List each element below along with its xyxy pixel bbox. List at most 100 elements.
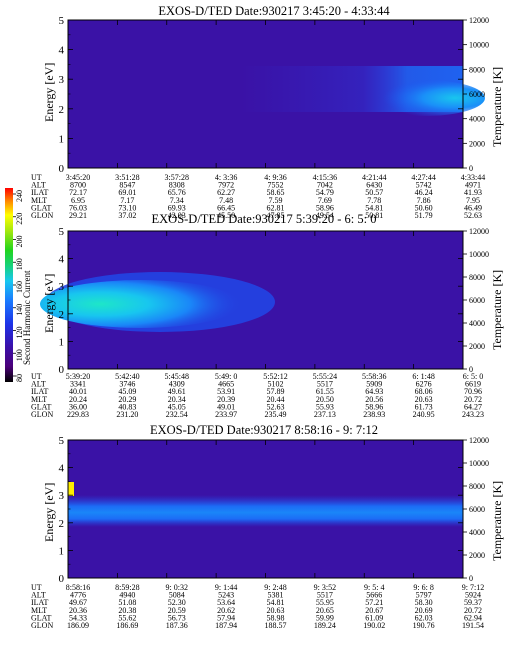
table-cell: 46.49 [464,203,482,212]
colorbar-tick-label: 160 [15,281,24,293]
table-cell: 187.94 [215,621,237,630]
temperature-tick-label: 10000 [469,250,489,259]
table-cell: 61.09 [365,613,383,622]
table-cell: 3:57:28 [165,173,189,182]
table-cell: 57.89 [267,387,285,396]
table-cell: 3746 [119,380,135,389]
energy-tick-label: 1 [59,336,65,348]
table-row-label: UT [31,372,42,381]
temperature-tick-label: 12000 [469,436,489,445]
panel-3-ylabel: Energy [eV] [42,483,56,542]
table-cell: 46.24 [415,188,433,197]
table-cell: 65.76 [168,188,186,197]
table-row-label: MLT [31,395,47,404]
colorbar-tick-label: 80 [15,374,24,382]
table-cell: 6276 [416,380,432,389]
table-cell: 58.96 [316,203,334,212]
table-cell: 3341 [70,380,86,389]
table-cell: 57.94 [217,613,235,622]
table-cell: 20.62 [217,606,235,615]
colorbar-ticks: 80 100 120 140 160 180 200 220 240 [13,190,24,382]
table-cell: 55.62 [118,613,136,622]
table-cell: 54.81 [267,598,285,607]
table-cell: 20.65 [316,606,334,615]
table-cell: 6430 [366,181,382,190]
table-cell: 5742 [416,181,432,190]
table-cell: 190.76 [413,621,435,630]
table-cell: 20.56 [365,395,383,404]
table-row-label: MLT [31,196,47,205]
table-cell: 20.39 [217,395,235,404]
table-cell: 58.30 [415,598,433,607]
table-cell: 7.86 [417,196,431,205]
table-cell: 7.48 [219,196,233,205]
table-cell: 7.34 [170,196,184,205]
colorbar-tick-label: 140 [15,304,24,316]
table-cell: 49.54 [316,211,334,220]
table-cell: 20.69 [415,606,433,615]
table-cell: 50.81 [365,211,383,220]
table-cell: 4940 [119,591,135,600]
panel-2-ylabel: Energy [eV] [42,274,56,333]
energy-tick-label: 1 [59,133,65,145]
table-cell: 231.20 [116,410,138,419]
panel-2-title: EXOS-D/TED Date:930217 5:39:20 - 6: 5: 0 [152,212,377,226]
table-cell: 7.78 [367,196,381,205]
table-cell: 54.81 [365,203,383,212]
table-cell: 4665 [218,380,234,389]
table-cell: 7.59 [269,196,283,205]
table-cell: 233.97 [215,410,237,419]
energy-tick-label: 4 [59,45,65,57]
table-cell: 57.21 [365,598,383,607]
temperature-tick-label: 4000 [469,115,485,124]
table-cell: 186.09 [67,621,89,630]
table-cell: 4:33:44 [461,173,485,182]
table-cell: 56.73 [168,613,186,622]
table-cell: 52.63 [464,211,482,220]
table-cell: 40.01 [69,387,87,396]
panel-1-core [365,80,485,116]
table-row-label: GLON [31,211,53,220]
table-cell: 5:52:12 [263,372,287,381]
temperature-tick-label: 0 [469,164,473,173]
table-cell: 49.61 [168,387,186,396]
energy-tick-label: 5 [59,15,65,27]
energy-tick-label: 4 [59,254,65,266]
table-cell: 20.38 [118,606,136,615]
table-cell: 62.27 [217,188,235,197]
temperature-tick-label: 12000 [469,227,489,236]
table-cell: 69.93 [168,203,186,212]
table-cell: 54.79 [316,188,334,197]
table-cell: 7.95 [466,196,480,205]
table-row-label: UT [31,583,42,592]
table-cell: 73.10 [118,203,136,212]
table-cell: 3:45:20 [66,173,90,182]
table-cell: 45.05 [168,402,186,411]
table-cell: 51.79 [415,211,433,220]
temperature-tick-label: 10000 [469,459,489,468]
table-cell: 187.36 [166,621,188,630]
table-cell: 232.54 [166,410,188,419]
panel-1-y2label: Temperature [K] [490,67,504,147]
table-cell: 8:59:28 [115,583,139,592]
temperature-tick-label: 4000 [469,319,485,328]
energy-tick-label: 3 [59,281,65,293]
table-row-label: ALT [31,181,46,190]
table-cell: 20.50 [316,395,334,404]
table-cell: 20.72 [464,395,482,404]
table-cell: 45.09 [118,387,136,396]
energy-tick-label: 5 [59,435,65,447]
table-cell: 9: 1:44 [215,583,237,592]
table-cell: 5517 [317,591,333,600]
colorbar-tick-label: 180 [15,258,24,270]
panel-1: EXOS-D/TED Date:930217 3:45:20 - 4:33:44… [31,4,504,220]
table-cell: 5:58:36 [362,372,386,381]
table-cell: 4:15:36 [313,173,337,182]
colorbar-tick-label: 220 [15,213,24,225]
table-row-label: UT [31,173,42,182]
panel-2-y2label: Temperature [K] [490,270,504,350]
table-cell: 229.83 [67,410,89,419]
table-row-label: GLAT [31,613,52,622]
table-row-label: GLAT [31,402,52,411]
table-cell: 50.57 [365,188,383,197]
